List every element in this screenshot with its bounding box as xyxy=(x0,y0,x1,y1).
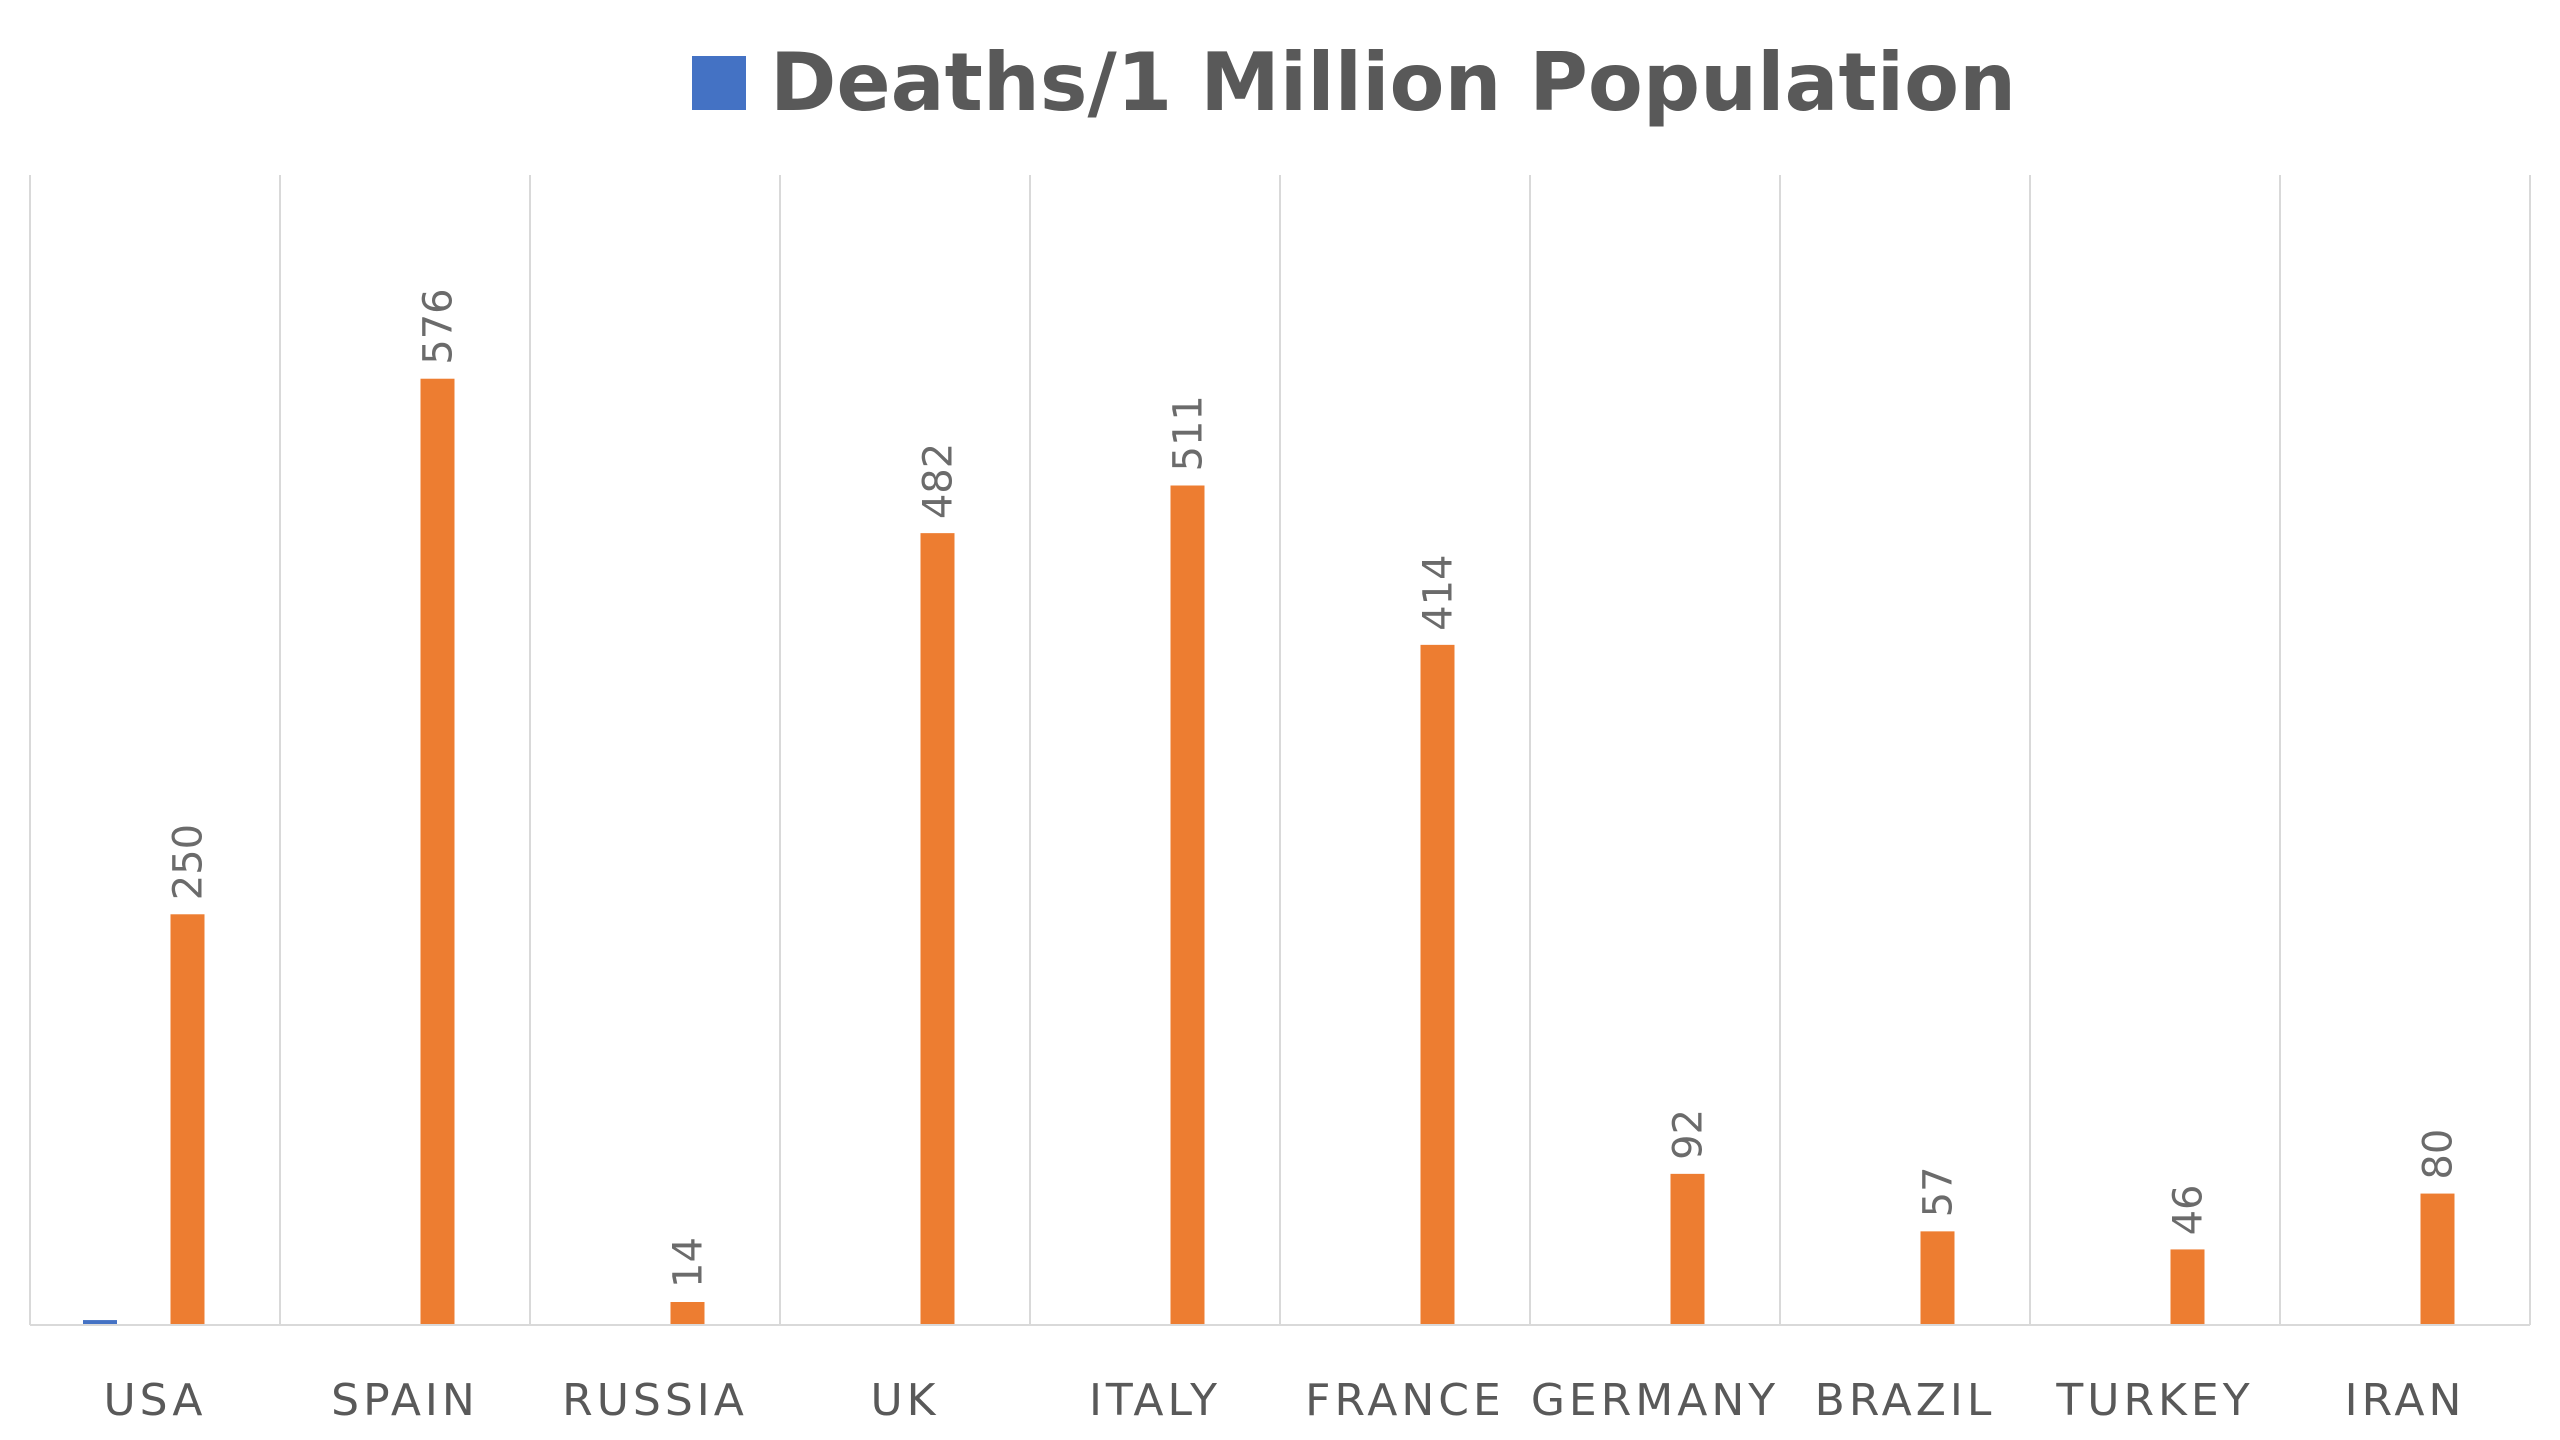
bars xyxy=(83,378,2455,1325)
legend-label: Deaths/1 Million Population xyxy=(770,36,2016,129)
bar-uk-series2 xyxy=(920,533,955,1325)
bar-brazil-series2 xyxy=(1920,1231,1955,1325)
category-label-spain: SPAIN xyxy=(331,1375,479,1426)
data-label-usa: 250 xyxy=(166,824,212,900)
category-label-germany: GERMANY xyxy=(1531,1375,1779,1426)
bar-turkey-series2 xyxy=(2170,1249,2205,1325)
data-label-russia: 14 xyxy=(666,1237,712,1288)
data-label-uk: 482 xyxy=(916,443,962,519)
data-label-turkey: 46 xyxy=(2166,1185,2212,1236)
category-gridlines xyxy=(29,175,2531,1325)
category-label-usa: USA xyxy=(103,1375,206,1426)
category-label-brazil: BRAZIL xyxy=(1815,1375,1996,1426)
bar-spain-series2 xyxy=(420,378,455,1325)
bar-usa-series2 xyxy=(170,914,205,1325)
bar-usa-series1 xyxy=(83,1320,117,1325)
data-label-germany: 92 xyxy=(1666,1109,1712,1160)
bar-iran-series2 xyxy=(2420,1193,2455,1325)
bar-germany-series2 xyxy=(1670,1173,1705,1325)
data-label-italy: 511 xyxy=(1166,395,1212,471)
category-label-turkey: TURKEY xyxy=(2055,1375,2253,1426)
data-label-spain: 576 xyxy=(416,288,462,364)
category-label-iran: IRAN xyxy=(2345,1375,2466,1426)
category-label-russia: RUSSIA xyxy=(562,1375,748,1426)
legend-swatch xyxy=(692,56,746,110)
data-label-iran: 80 xyxy=(2416,1129,2462,1180)
legend: Deaths/1 Million Population xyxy=(692,36,2016,129)
bar-russia-series2 xyxy=(670,1302,705,1325)
data-label-brazil: 57 xyxy=(1916,1166,1962,1217)
bar-france-series2 xyxy=(1420,644,1455,1325)
category-label-france: FRANCE xyxy=(1305,1375,1505,1426)
category-labels: USA SPAIN RUSSIA UK ITALY FRANCE GERMANY BRAZIL… xyxy=(103,1375,2466,1426)
category-label-uk: UK xyxy=(870,1375,939,1426)
bar-italy-series2 xyxy=(1170,485,1205,1325)
category-label-italy: ITALY xyxy=(1089,1375,1221,1426)
data-label-france: 414 xyxy=(1416,554,1462,630)
data-labels: 250 576 14 482 511 414 92 57 46 80 xyxy=(166,288,2462,1288)
